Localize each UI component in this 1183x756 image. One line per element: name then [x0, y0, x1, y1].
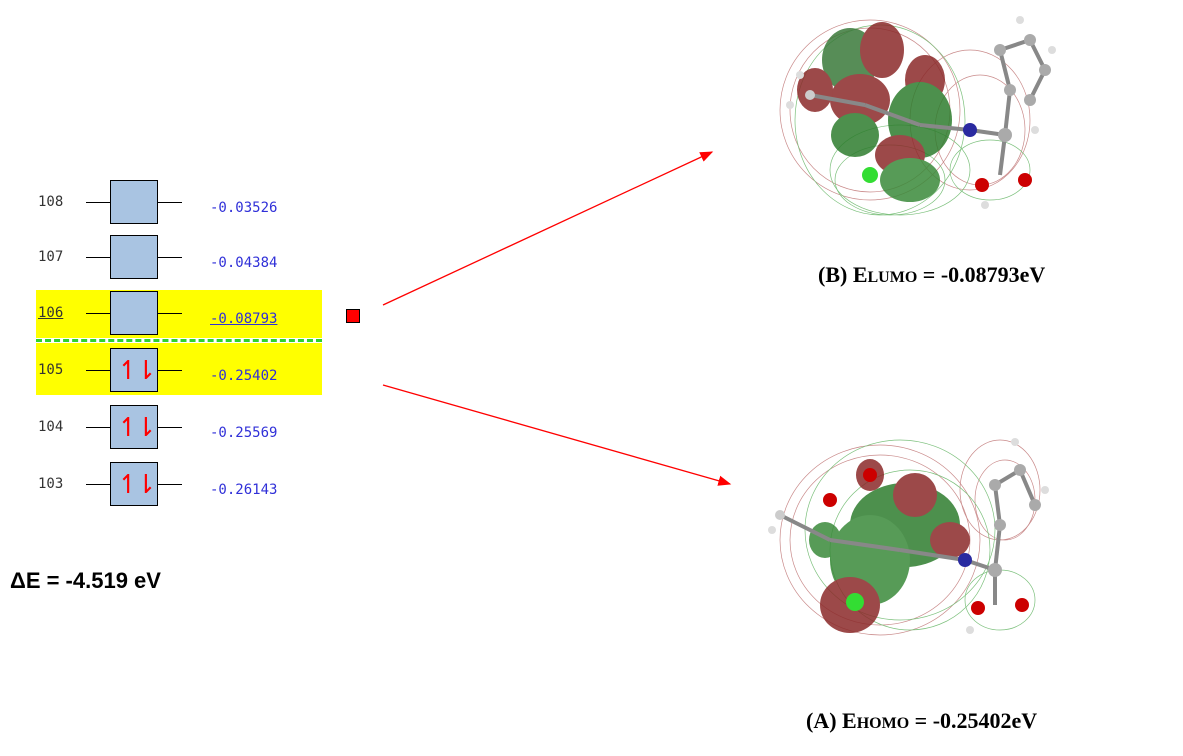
mo-energy: -0.25402 — [210, 368, 278, 384]
spin-pair-icon: ↿⇂ — [117, 470, 157, 500]
mo-number: 104 — [38, 419, 64, 435]
mo-energy: -0.25569 — [210, 425, 278, 441]
selection-marker — [346, 309, 360, 323]
mo-level-108: 108 -0.03526 — [0, 180, 330, 226]
mo-number: 103 — [38, 476, 64, 492]
mo-number: 108 — [38, 194, 64, 210]
homo-lumo-gap-line — [36, 339, 322, 342]
mo-level-107: 107 -0.04384 — [0, 235, 330, 281]
orbital-box: ↿⇂ — [110, 405, 158, 449]
lumo-energy-label: (B) ELUMO = -0.08793eV — [818, 262, 1046, 287]
homo-highlight — [36, 343, 322, 395]
lumo-orbital-image — [779, 16, 1056, 216]
homo-energy-label: (A) EHOMO = -0.25402eV — [806, 708, 1038, 733]
orbital-box: ↿⇂ — [110, 348, 158, 392]
arrow-to-lumo — [382, 151, 714, 306]
mo-energy: -0.08793 — [210, 311, 278, 327]
orbital-box — [110, 291, 158, 335]
orbital-box — [110, 235, 158, 279]
mo-energy: -0.26143 — [210, 482, 278, 498]
mo-level-105: 105 ↿⇂ -0.25402 — [0, 348, 330, 394]
orbital-box: ↿⇂ — [110, 462, 158, 506]
delta-e-label: ΔE = -4.519 eV — [10, 568, 161, 593]
homo-orbital-image — [768, 438, 1049, 636]
mo-energy: -0.03526 — [210, 200, 278, 216]
mo-level-104: 104 ↿⇂ -0.25569 — [0, 405, 330, 451]
orbital-box — [110, 180, 158, 224]
mo-number: 106 — [38, 305, 64, 321]
arrow-to-homo — [382, 384, 732, 486]
spin-pair-icon: ↿⇂ — [117, 356, 157, 386]
mo-level-106: 106 -0.08793 — [0, 291, 330, 337]
mo-energy: -0.04384 — [210, 255, 278, 271]
lumo-highlight — [36, 290, 322, 338]
mo-number: 107 — [38, 249, 64, 265]
mo-number: 105 — [38, 362, 64, 378]
mo-level-103: 103 ↿⇂ -0.26143 — [0, 462, 330, 508]
spin-pair-icon: ↿⇂ — [117, 413, 157, 443]
